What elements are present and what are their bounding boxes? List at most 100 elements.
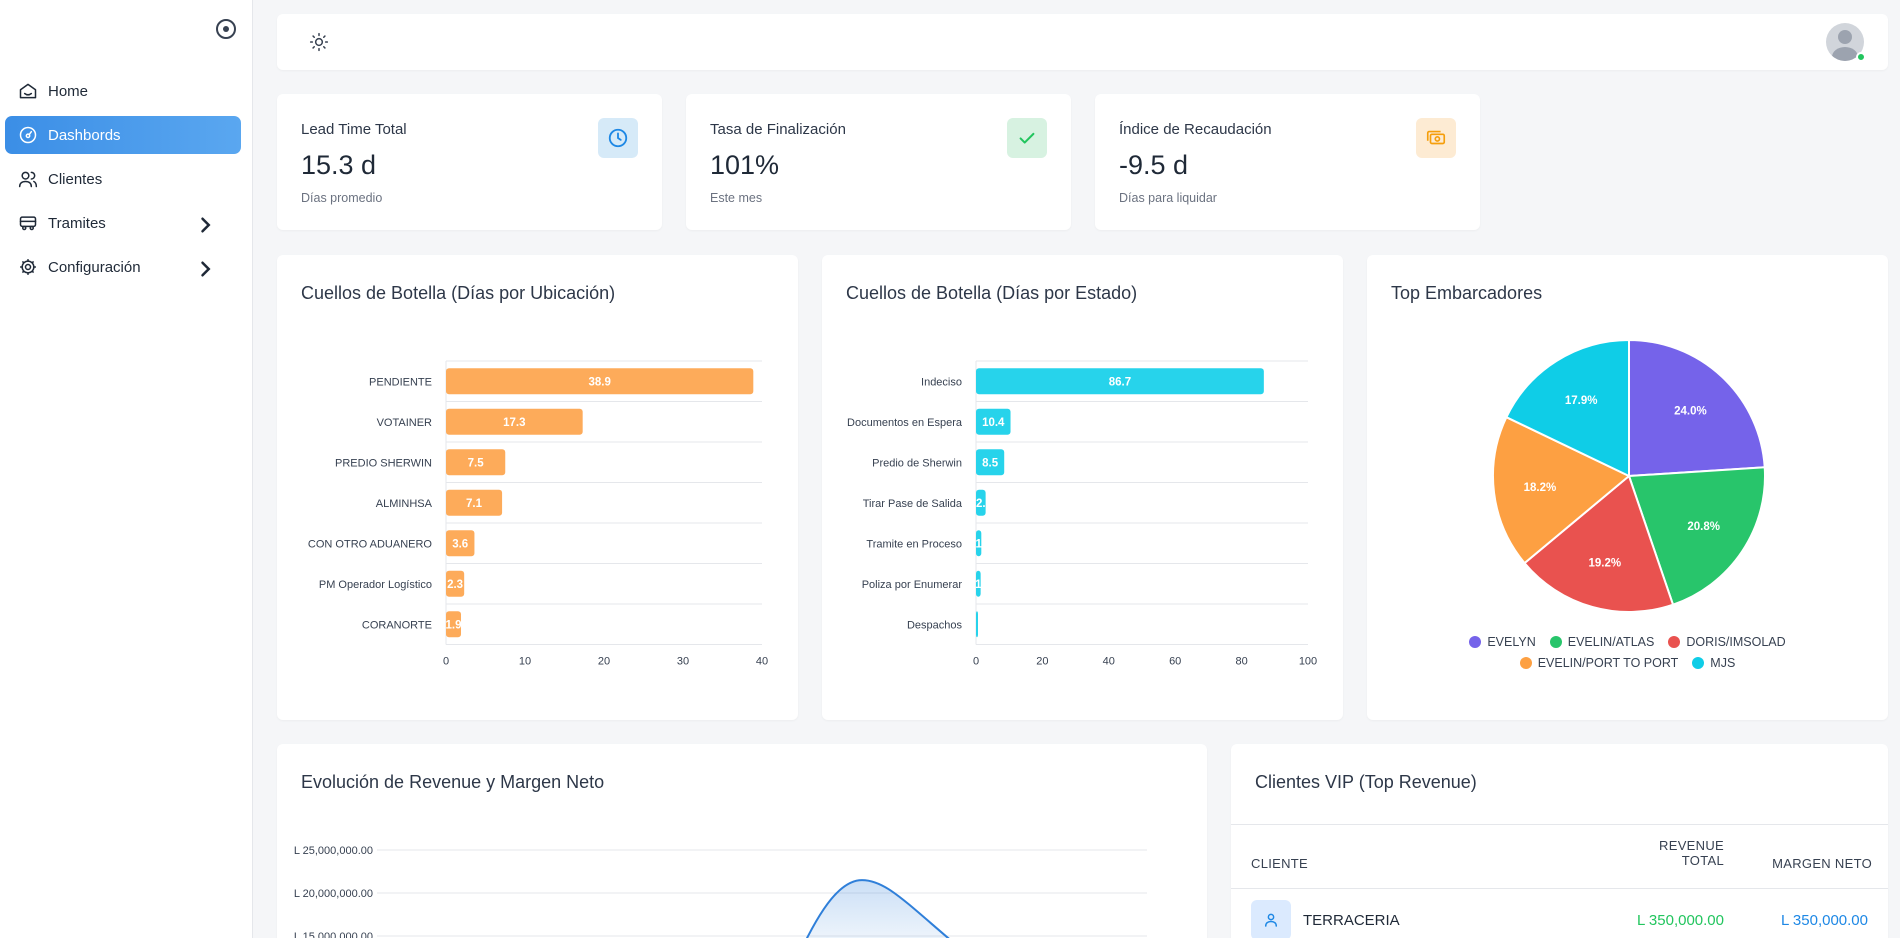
data-label: 8.5: [982, 457, 999, 469]
pie-legend: EVELYN EVELIN/ATLAS DORIS/IMSOLAD EVELIN/PO…: [1367, 635, 1888, 677]
pie-slice: [1628, 338, 1766, 478]
bar: [446, 530, 475, 557]
slice-label: 24.0%: [1674, 406, 1707, 418]
kpi-subtitle: Días para liquidar: [1119, 191, 1217, 205]
sidebar-item-label: Tramites: [48, 214, 106, 232]
sidebar-item-home[interactable]: Home: [5, 72, 241, 110]
chart-title: Cuellos de Botella (Días por Estado): [846, 283, 1138, 303]
cash-icon: [1426, 130, 1446, 145]
legend-item[interactable]: EVELYN: [1469, 635, 1536, 649]
series-line: [806, 879, 950, 938]
data-label: 2.3: [447, 579, 463, 591]
chart-title: Top Embarcadores: [1391, 283, 1543, 303]
x-tick-label: 0: [973, 656, 979, 668]
column-header-revenue-total[interactable]: REVENUE TOTAL: [1659, 838, 1724, 868]
bar-chart-ubicacion: 0 10 20 30 40 PENDIENTE 38.9 VOTAINER 17.3 PREDIO…: [308, 360, 768, 668]
bar: [976, 530, 982, 557]
data-label: 2.: [976, 498, 986, 510]
x-tick-label: 0: [443, 656, 449, 668]
kpi-title: Lead Time Total: [301, 121, 407, 138]
bar: [976, 368, 1264, 395]
bar: [446, 611, 462, 638]
data-label: 86.7: [1109, 376, 1131, 388]
sidebar-item-label: Clientes: [48, 170, 103, 188]
data-label: 10.4: [982, 417, 1005, 429]
gear-icon: [20, 259, 36, 275]
legend-label: EVELIN/ATLAS: [1567, 635, 1655, 649]
table-cell-cliente[interactable]: TERRACERIA: [1303, 912, 1400, 929]
legend-item[interactable]: DORIS/IMSOLAD: [1668, 635, 1786, 649]
chevron-right-icon: [201, 217, 211, 233]
legend-item[interactable]: EVELIN/ATLAS: [1549, 635, 1655, 649]
legend-item[interactable]: MJS: [1692, 656, 1735, 670]
kpi-value: 15.3 d: [301, 150, 377, 180]
x-tick-label: 80: [1235, 656, 1247, 668]
x-tick-label: 60: [1169, 656, 1181, 668]
bar: [976, 570, 981, 597]
chart-card-ubicacion: Cuellos de Botella (Días por Ubicación) …: [277, 255, 798, 720]
legend-item[interactable]: EVELIN/PORT TO PORT: [1519, 656, 1679, 670]
sidebar-item-dashbords[interactable]: Dashbords: [5, 116, 241, 154]
users-icon: [18, 171, 38, 188]
pie-slice: [1627, 466, 1766, 606]
legend-row: EVELIN/PORT TO PORT MJS: [1367, 656, 1888, 670]
category-label: Indeciso: [921, 376, 962, 388]
vip-clients-card: Clientes VIP (Top Revenue) CLIENTE REVEN…: [1231, 744, 1888, 938]
chart-card-embarcadores: Top Embarcadores 24.0% 20.8% 19.2% 18.2% 17.…: [1367, 255, 1888, 720]
column-header-margen-neto[interactable]: MARGEN NETO: [1772, 856, 1872, 871]
check-icon: [1019, 132, 1035, 144]
sidebar-item-tramites[interactable]: Tramites: [5, 204, 241, 242]
chart-title: Evolución de Revenue y Margen Neto: [301, 772, 605, 792]
kpi-card-lead-time: Lead Time Total 15.3 d Días promedio: [277, 94, 662, 230]
bar-chart-estado: 0 20 40 60 80 100 Indeciso 86.7 Documentos en Es…: [847, 360, 1317, 668]
legend-label: EVELYN: [1487, 635, 1536, 649]
chart-card-estado: Cuellos de Botella (Días por Estado) 0 20…: [822, 255, 1343, 720]
legend-swatch: [1469, 636, 1482, 648]
category-label: Tirar Pase de Salida: [863, 498, 963, 510]
sidebar-toggle-icon[interactable]: [216, 19, 236, 39]
online-status-dot: [1856, 52, 1866, 62]
sidebar-item-label: Configuración: [48, 258, 141, 276]
x-tick-label: 10: [519, 656, 531, 668]
bar: [976, 449, 1005, 476]
sun-icon[interactable]: [309, 32, 329, 52]
x-tick-label: 40: [1103, 656, 1115, 668]
column-header-cliente[interactable]: CLIENTE: [1251, 856, 1309, 871]
bar: [976, 611, 978, 638]
slice-label: 19.2%: [1588, 557, 1621, 569]
legend-label: EVELIN/PORT TO PORT: [1537, 656, 1679, 670]
bar: [446, 408, 583, 435]
data-label: 1: [975, 538, 982, 550]
legend-label: MJS: [1710, 656, 1736, 670]
sidebar-item-clientes[interactable]: Clientes: [5, 160, 241, 198]
chart-title: Cuellos de Botella (Días por Ubicación): [301, 283, 616, 303]
data-label: 38.9: [588, 376, 610, 388]
sidebar-item-configuracion[interactable]: Configuración: [5, 248, 241, 286]
data-label: 7.5: [468, 457, 485, 469]
kpi-value: -9.5 d: [1119, 150, 1189, 180]
legend-swatch: [1692, 657, 1705, 669]
data-label: 1.9: [446, 619, 462, 631]
data-label: 1: [975, 579, 982, 591]
slice-label: 20.8%: [1687, 521, 1720, 533]
category-label: CON OTRO ADUANERO: [308, 538, 433, 550]
category-label: Predio de Sherwin: [872, 457, 962, 469]
kpi-title: Índice de Recaudación: [1119, 121, 1272, 138]
kpi-card-indice-recaudacion: Índice de Recaudación -9.5 d Días para l…: [1095, 94, 1480, 230]
vip-title: Clientes VIP (Top Revenue): [1255, 772, 1477, 792]
sidebar: Home Dashbords Clientes Tramites Configu…: [0, 0, 253, 938]
category-label: PREDIO SHERWIN: [335, 457, 432, 469]
clock-icon: [608, 128, 628, 148]
x-tick-label: 20: [598, 656, 610, 668]
legend-row: EVELYN EVELIN/ATLAS DORIS/IMSOLAD: [1367, 635, 1888, 649]
sidebar-item-label: Dashbords: [48, 126, 121, 144]
bar: [446, 489, 503, 516]
slice-label: 18.2%: [1524, 482, 1557, 494]
x-tick-label: 20: [1036, 656, 1048, 668]
kpi-subtitle: Este mes: [710, 191, 763, 205]
topbar: [277, 14, 1888, 70]
kpi-card-tasa-finalizacion: Tasa de Finalización 101% Este mes: [686, 94, 1071, 230]
x-tick-label: 30: [677, 656, 689, 668]
pie-slice: [1523, 474, 1675, 613]
sidebar-item-label: Home: [48, 82, 89, 100]
